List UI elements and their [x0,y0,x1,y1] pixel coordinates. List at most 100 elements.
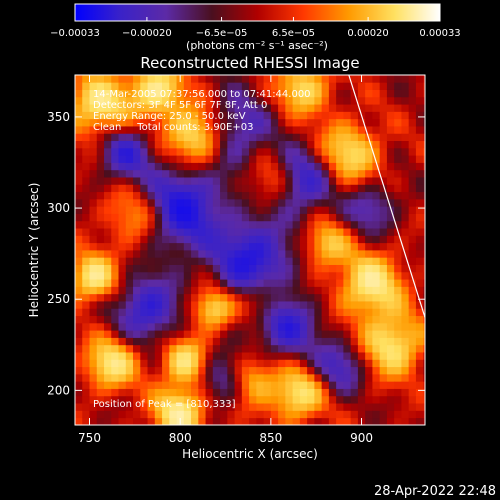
heatmap-cell [415,366,424,375]
heatmap-cell [140,250,148,258]
heatmap-cell [220,352,228,360]
heatmap-cell [162,228,170,236]
heatmap-cell [292,344,301,353]
plot-frame [74,74,426,426]
heatmap-cell [147,344,156,353]
heatmap-cell [147,155,156,163]
heatmap-cell [249,410,257,419]
heatmap-cell [314,250,323,258]
heatmap-cell [96,344,105,353]
heatmap-cell [147,118,156,127]
heatmap-cell [401,271,410,280]
heatmap-cell [314,235,323,244]
heatmap-cell [162,206,170,214]
heatmap-cell [198,250,206,258]
heatmap-cell [75,395,83,404]
heatmap-cell [401,417,410,425]
heatmap-cell [372,235,381,244]
heatmap-cell [82,388,90,397]
heatmap-cell [408,264,417,273]
heatmap-cell [140,410,148,419]
heatmap-cell [336,169,344,178]
heatmap-cell [154,155,163,163]
heatmap-cell [307,395,315,404]
heatmap-cell [133,220,141,229]
heatmap-cell [321,96,330,105]
heatmap-cell [343,184,352,193]
heatmap-cell [307,286,315,295]
heatmap-cell [140,330,148,338]
heatmap-cell [234,417,243,425]
heatmap-cell [278,388,286,397]
heatmap-cell [147,373,156,382]
heatmap-cell [169,198,177,207]
heatmap-cell [350,111,359,120]
heatmap-cell [249,322,257,331]
heatmap-cell [96,75,105,83]
heatmap-cell [205,337,214,346]
heatmap-cell [292,235,301,244]
heatmap-cell [328,213,337,222]
heatmap-cell [205,206,214,214]
heatmap-cell [118,250,127,258]
heatmap-cell [162,162,170,171]
heatmap-cell [191,315,199,324]
heatmap-cell [118,126,127,134]
heatmap-cells [75,75,425,425]
heatmap-cell [96,293,105,302]
heatmap-cell [321,322,330,331]
heatmap-cell [212,177,221,185]
colorbar-tick-label: 6.5e−05 [272,28,315,39]
heatmap-cell [96,206,105,214]
heatmap-cell [365,308,373,317]
heatmap-cell [227,257,235,265]
heatmap-cell [278,373,286,382]
heatmap-cell [285,75,294,83]
heatmap-cell [154,359,163,368]
heatmap-cell [379,169,388,178]
heatmap-cell [227,96,235,105]
heatmap-cell [336,250,344,258]
heatmap-cell [292,126,301,134]
heatmap-cell [321,184,330,193]
heatmap-cell [169,301,177,309]
colorbar-ticks: −0.00033 −0.00020 −6.5e−05 6.5e−05 0.00020 0.… [50,17,461,39]
heatmap-cell [415,206,424,214]
heatmap-cell [162,184,170,193]
heatmap-cell [104,330,112,338]
heatmap-cell [336,308,344,317]
heatmap-cell [234,169,243,178]
heatmap-cell [169,220,177,229]
heatmap-cell [270,264,279,273]
heatmap-cell [263,184,272,193]
heatmap-cell [183,155,192,163]
heatmap-cell [343,198,352,207]
heatmap-cell [154,228,163,236]
heatmap-cell [343,344,352,353]
heatmap-cell [133,293,141,302]
heatmap-cell [270,271,279,280]
heatmap-cell [379,279,388,287]
heatmap-cell [423,322,425,331]
heatmap-cell [162,89,170,98]
heatmap-cell [249,104,257,112]
heatmap-cell [89,388,98,397]
heatmap-cell [147,162,156,171]
heatmap-cell [343,126,352,134]
heatmap-cell [96,395,105,404]
heatmap-cell [198,220,206,229]
heatmap-cell [118,279,127,287]
heatmap-cell [220,133,228,142]
heatmap-cell [212,337,221,346]
heatmap-cell [423,169,425,178]
heatmap-cell [104,118,112,127]
heatmap-cell [314,96,323,105]
heatmap-cell [401,155,410,163]
heatmap-cell [140,89,148,98]
heatmap-cell [75,417,83,425]
heatmap-cell [394,111,402,120]
heatmap-cell [205,403,214,411]
heatmap-cell [401,322,410,331]
heatmap-cell [241,213,250,222]
heatmap-cell [82,111,90,120]
